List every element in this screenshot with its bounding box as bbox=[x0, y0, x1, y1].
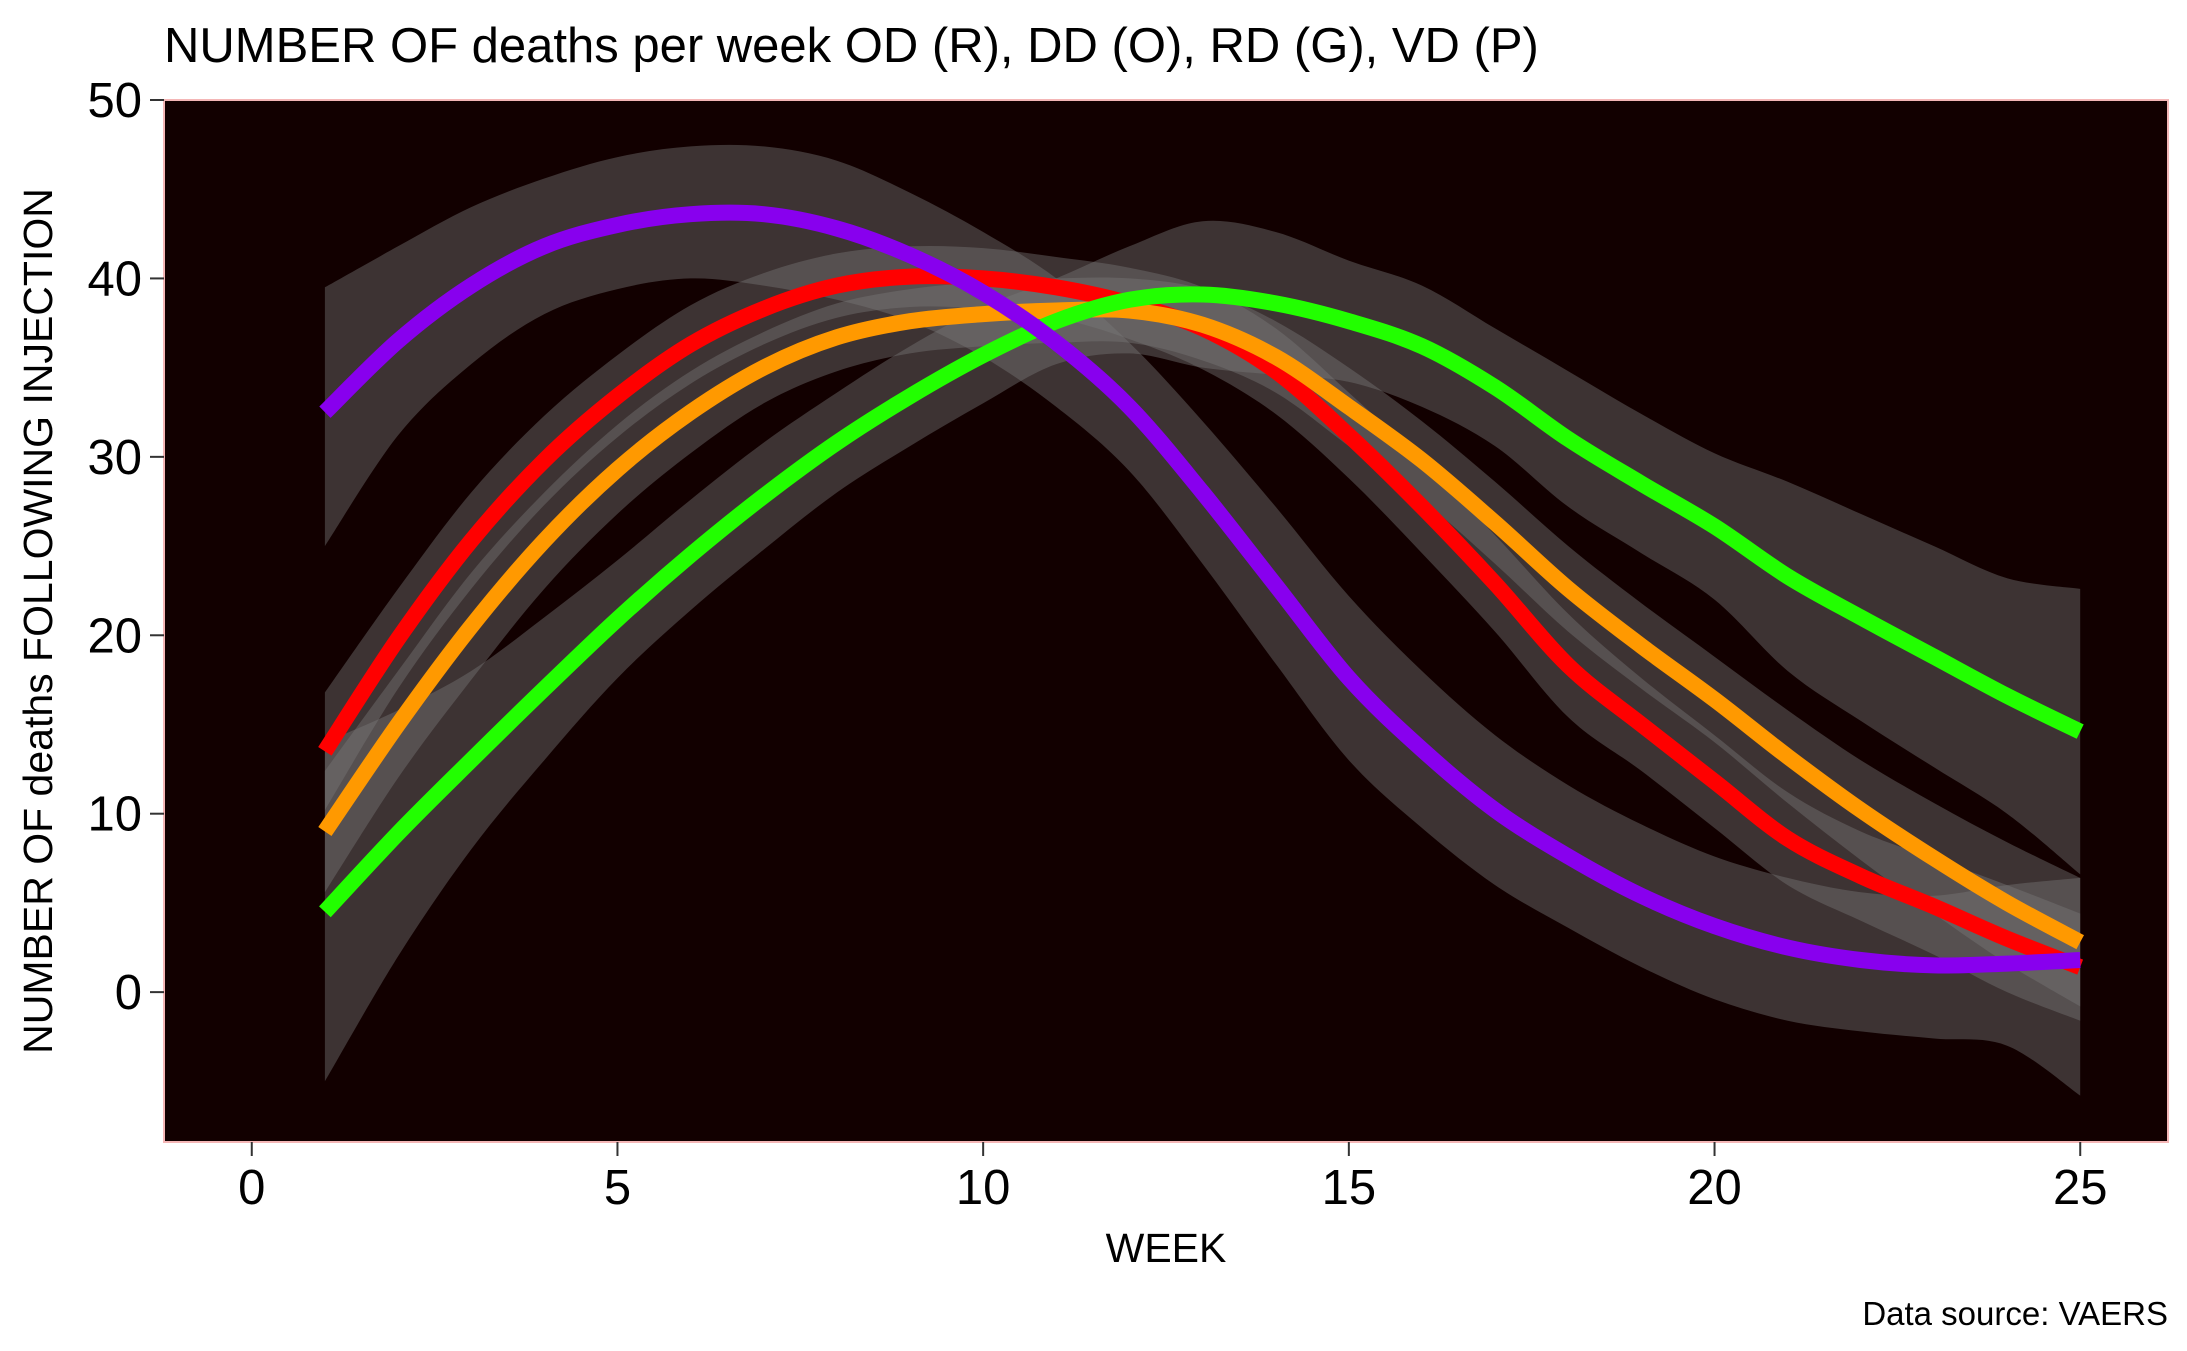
confidence-band-4 bbox=[324, 144, 2081, 1096]
x-axis: 0 5 10 15 20 25 bbox=[238, 1142, 2107, 1215]
x-tick-label: 25 bbox=[2053, 1161, 2108, 1215]
x-tick-label: 10 bbox=[956, 1161, 1011, 1215]
y-tick-label: 50 bbox=[87, 74, 142, 128]
x-axis-title: WEEK bbox=[1106, 1225, 1227, 1271]
x-tick-label: 5 bbox=[604, 1161, 631, 1215]
x-tick-label: 20 bbox=[1687, 1161, 1742, 1215]
x-tick-label: 0 bbox=[238, 1161, 265, 1215]
series-lines bbox=[318, 204, 2085, 975]
y-tick-label: 0 bbox=[115, 966, 142, 1020]
chart-title: NUMBER OF deaths per week OD (R), DD (O)… bbox=[164, 19, 1539, 73]
y-tick-label: 40 bbox=[87, 252, 142, 306]
plot-border bbox=[163, 99, 2169, 1143]
series-line-3 bbox=[319, 286, 2084, 918]
confidence-band-3 bbox=[324, 220, 2081, 1082]
y-axis-title: NUMBER OF deaths FOLLOWING INJECTION bbox=[15, 188, 61, 1054]
confidence-bands bbox=[324, 144, 2081, 1096]
y-axis: 0 10 20 30 40 50 bbox=[87, 74, 164, 1020]
y-tick-label: 30 bbox=[87, 431, 142, 485]
caption: Data source: VAERS bbox=[1862, 1295, 2168, 1332]
x-tick-label: 15 bbox=[1322, 1161, 1377, 1215]
series-line-4 bbox=[319, 204, 2081, 974]
y-tick-label: 20 bbox=[87, 609, 142, 663]
series-line-2 bbox=[318, 301, 2085, 950]
y-tick-label: 10 bbox=[87, 788, 142, 842]
